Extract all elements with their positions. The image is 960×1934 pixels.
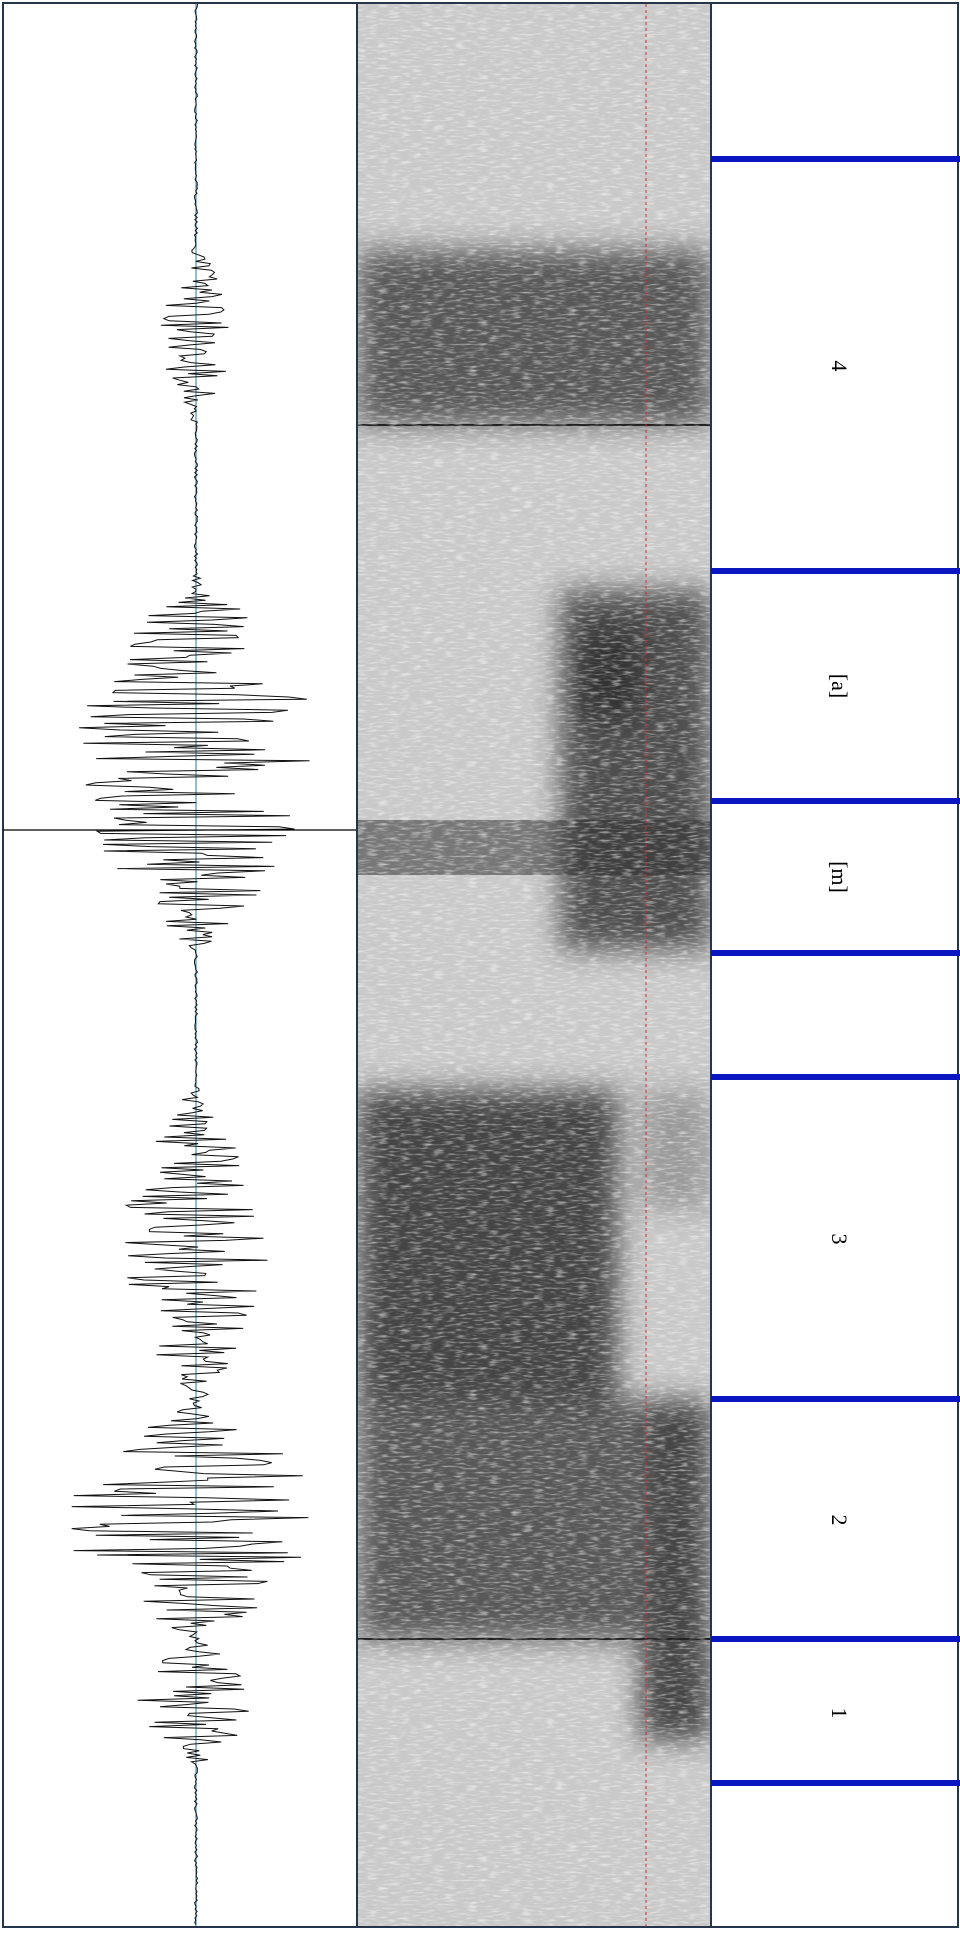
interval-label: [a] xyxy=(827,674,852,698)
praat-window: 4 [a] [m] 3 2 1 xyxy=(0,0,960,1934)
spectrogram xyxy=(358,4,711,1926)
boundary xyxy=(711,798,960,804)
interval-label: [m] xyxy=(827,861,852,893)
interval-label: 1 xyxy=(827,1708,852,1719)
boundary xyxy=(711,568,960,574)
boundary xyxy=(711,1780,960,1786)
boundary xyxy=(711,1396,960,1402)
interval-label: 3 xyxy=(827,1234,852,1245)
boundary xyxy=(711,1636,960,1642)
boundary xyxy=(711,950,960,956)
interval-label: 2 xyxy=(827,1515,852,1526)
boundary xyxy=(711,1074,960,1080)
interval-label: 4 xyxy=(827,361,852,372)
boundary xyxy=(711,156,960,162)
